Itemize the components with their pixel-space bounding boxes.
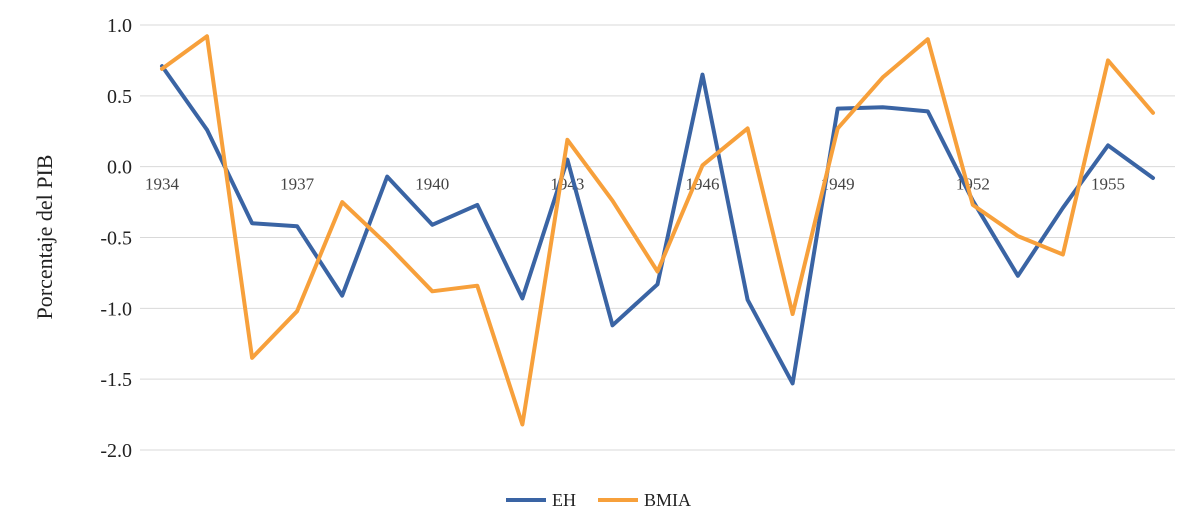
series-line-eh	[160, 64, 1155, 386]
y-tick-label: -1.0	[100, 298, 132, 320]
legend-label-bmia: BMIA	[644, 490, 691, 510]
legend-label-eh: EH	[552, 490, 576, 510]
y-tick-label: -2.0	[100, 440, 132, 462]
x-tick-label: 1937	[280, 175, 315, 194]
y-tick-label: 1.0	[107, 15, 132, 37]
series-lines	[160, 34, 1155, 427]
y-axis-label: Porcentaje del PIB	[32, 155, 57, 320]
y-tick-label: -0.5	[100, 228, 132, 250]
y-tick-label: -1.5	[100, 369, 132, 391]
y-tick-label: 0.0	[107, 157, 132, 179]
y-axis-ticks: 1.0 0.5 0.0 -0.5 -1.0 -1.5 -2.0	[100, 15, 132, 462]
gridlines	[140, 24, 1175, 451]
series-line-bmia	[160, 34, 1155, 427]
legend: EH BMIA	[506, 490, 691, 510]
y-tick-label: 0.5	[107, 86, 132, 108]
x-axis-ticks: 1934 1937 1940 1943 1946 1949 1952 1955	[145, 175, 1125, 194]
x-tick-label: 1949	[821, 175, 855, 194]
x-tick-label: 1940	[415, 175, 449, 194]
x-tick-label: 1934	[145, 175, 180, 194]
x-tick-label: 1955	[1091, 175, 1125, 194]
